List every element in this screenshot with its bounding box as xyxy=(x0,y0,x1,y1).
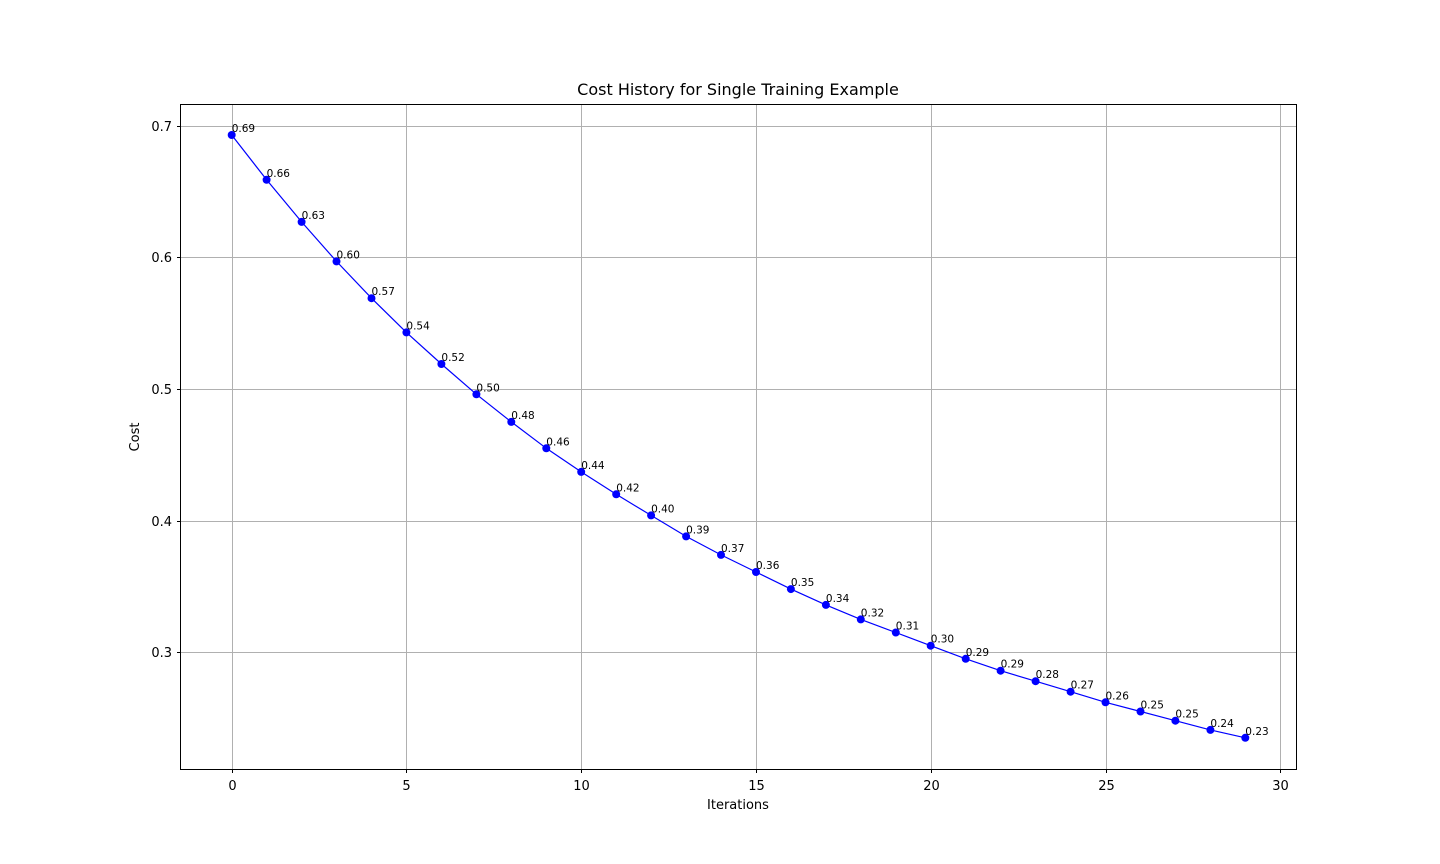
series-cost xyxy=(227,131,1250,742)
data-point xyxy=(1241,733,1250,742)
x-tick-label: 25 xyxy=(1098,779,1115,794)
y-tick-label: 0.3 xyxy=(151,646,172,661)
data-label: 0.25 xyxy=(1175,709,1198,721)
x-tick-label: 5 xyxy=(402,779,410,794)
data-point xyxy=(717,550,725,559)
data-point xyxy=(682,532,691,541)
data-point xyxy=(856,615,865,624)
data-label: 0.57 xyxy=(372,286,395,298)
data-point xyxy=(542,444,551,453)
data-label: 0.25 xyxy=(1141,700,1164,712)
data-point xyxy=(332,257,341,266)
data-point xyxy=(996,666,1005,675)
data-label: 0.54 xyxy=(406,320,430,332)
data-label: 0.36 xyxy=(756,560,780,572)
data-point xyxy=(821,600,830,609)
data-label: 0.50 xyxy=(476,382,499,394)
data-point xyxy=(1031,677,1040,686)
x-tick-label: 15 xyxy=(748,779,765,794)
data-label: 0.30 xyxy=(931,634,954,646)
data-point xyxy=(752,568,760,576)
x-axis-title: Iterations xyxy=(707,798,769,813)
data-label: 0.37 xyxy=(721,543,744,555)
data-point xyxy=(472,390,481,399)
data-label: 0.34 xyxy=(826,593,850,605)
data-point xyxy=(647,511,656,520)
data-point xyxy=(1136,707,1145,716)
series-line xyxy=(231,134,1246,739)
data-label: 0.27 xyxy=(1071,680,1094,692)
data-label: 0.52 xyxy=(441,352,464,364)
x-tick-label: 30 xyxy=(1272,779,1289,794)
data-point xyxy=(1101,698,1110,707)
y-axis-title: Cost xyxy=(128,423,143,452)
data-label: 0.46 xyxy=(546,436,570,448)
data-label: 0.39 xyxy=(686,524,709,536)
data-label: 0.66 xyxy=(267,168,291,180)
data-label: 0.32 xyxy=(861,607,884,619)
y-tick-label: 0.5 xyxy=(151,383,172,398)
data-label: 0.31 xyxy=(896,621,919,633)
data-point xyxy=(577,467,586,476)
data-label: 0.42 xyxy=(616,482,639,494)
data-label: 0.69 xyxy=(232,123,255,135)
data-point xyxy=(227,131,236,139)
data-label: 0.26 xyxy=(1106,690,1130,702)
y-tick-label: 0.7 xyxy=(151,120,172,135)
data-label: 0.48 xyxy=(511,410,534,422)
x-tick-label: 0 xyxy=(228,779,236,794)
data-label: 0.28 xyxy=(1036,669,1059,681)
data-point xyxy=(961,654,970,663)
data-point xyxy=(612,490,621,499)
data-label: 0.40 xyxy=(651,503,674,515)
data-point xyxy=(1066,687,1075,696)
data-point xyxy=(786,585,795,594)
data-label: 0.60 xyxy=(337,249,360,261)
data-point xyxy=(297,217,306,226)
data-point xyxy=(1171,716,1180,725)
data-point xyxy=(262,175,271,184)
chart-title: Cost History for Single Training Example xyxy=(577,80,899,99)
x-axis: 0 5 10 15 20 25 30 xyxy=(228,769,1289,794)
plot-frame xyxy=(180,104,1297,770)
data-point xyxy=(507,417,516,426)
grid xyxy=(181,105,1296,769)
data-point xyxy=(437,360,446,368)
data-label: 0.29 xyxy=(1001,659,1024,671)
data-point xyxy=(891,628,900,637)
data-point xyxy=(402,328,411,337)
data-label: 0.44 xyxy=(581,460,605,472)
y-tick-label: 0.4 xyxy=(151,515,172,530)
data-label: 0.63 xyxy=(302,210,325,222)
data-label: 0.29 xyxy=(966,647,989,659)
x-tick-label: 20 xyxy=(923,779,940,794)
data-point xyxy=(1206,725,1215,734)
x-tick-label: 10 xyxy=(573,779,590,794)
y-tick-label: 0.6 xyxy=(151,251,172,266)
data-point xyxy=(367,294,376,303)
data-label: 0.35 xyxy=(791,577,814,589)
data-label: 0.24 xyxy=(1210,718,1234,730)
data-labels: 0.69 0.66 0.63 0.60 0.57 0.54 0.52 0.50 0.48 0.46… xyxy=(232,123,1269,738)
data-point xyxy=(926,641,935,650)
data-label: 0.23 xyxy=(1245,726,1268,738)
y-axis: 0.3 0.4 0.5 0.6 0.7 xyxy=(151,120,181,661)
